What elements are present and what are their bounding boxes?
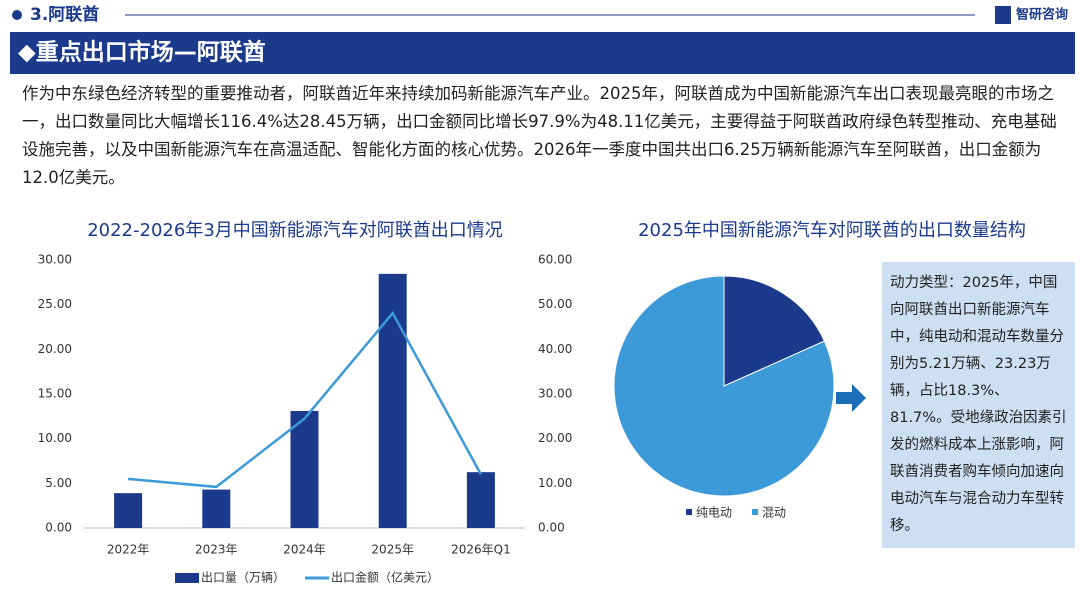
banner-bg — [10, 32, 1075, 74]
y-tick-label: 10.00 — [38, 431, 72, 445]
logo-icon — [995, 6, 1011, 24]
y-tick-label: 5.00 — [45, 476, 72, 490]
paragraph: 作为中东绿色经济转型的重要推动者，阿联酋近年来持续加码新能源汽车产业。2025年… — [22, 84, 1057, 187]
y-tick-label: 25.00 — [38, 297, 72, 311]
bar — [290, 410, 319, 528]
section-title: 3.阿联酋 — [30, 4, 99, 25]
y2-tick-label: 30.00 — [538, 387, 572, 401]
pie-slice — [723, 275, 826, 387]
line — [127, 310, 482, 489]
note: 动力类型：2025年，中国向阿联酋出口新能源汽车中，纯电动和混动车数量分别为5.… — [882, 262, 1075, 548]
legend-label: 出口量（万辆） — [201, 571, 285, 585]
legend-swatch — [686, 509, 692, 515]
y-tick-label: 20.00 — [38, 342, 72, 356]
y2-tick-label: 60.00 — [538, 253, 572, 267]
y-tick-label: 30.00 — [38, 253, 72, 267]
bar — [466, 472, 495, 528]
bar — [202, 489, 231, 528]
x-tick-label: 2022年 — [107, 543, 150, 557]
y2-tick-label: 0.00 — [538, 521, 565, 535]
y2-tick-label: 40.00 — [538, 342, 572, 356]
legend-label: 混动 — [762, 506, 786, 520]
legend-label: 出口金额（亿美元） — [331, 570, 439, 585]
banner-title: ◆重点出口市场—阿联酋 — [18, 39, 266, 66]
y2-tick-label: 10.00 — [538, 476, 572, 490]
bar — [378, 273, 407, 528]
y-tick-label: 15.00 — [38, 387, 72, 401]
legend-swatch — [752, 509, 758, 515]
bar — [114, 493, 143, 528]
x-tick-label: 2026年Q1 — [451, 543, 511, 557]
x-tick-label: 2024年 — [283, 543, 326, 557]
pie-slice — [613, 275, 835, 497]
x-tick-label: 2025年 — [371, 543, 414, 557]
chart-title: 2025年中国新能源汽车对阿联酋的出口数量结构 — [638, 220, 1026, 241]
arrow — [836, 384, 866, 412]
y2-tick-label: 20.00 — [538, 431, 572, 445]
bullet — [12, 10, 22, 20]
y-tick-label: 0.00 — [45, 521, 72, 535]
x-tick-label: 2023年 — [195, 543, 238, 557]
legend-label: 纯电动 — [696, 506, 732, 520]
brand: 智研咨询 — [1016, 7, 1068, 23]
y2-tick-label: 50.00 — [538, 297, 572, 311]
legend-swatch — [175, 573, 199, 583]
chart-title: 2022-2026年3月中国新能源汽车对阿联酋出口情况 — [87, 220, 503, 241]
